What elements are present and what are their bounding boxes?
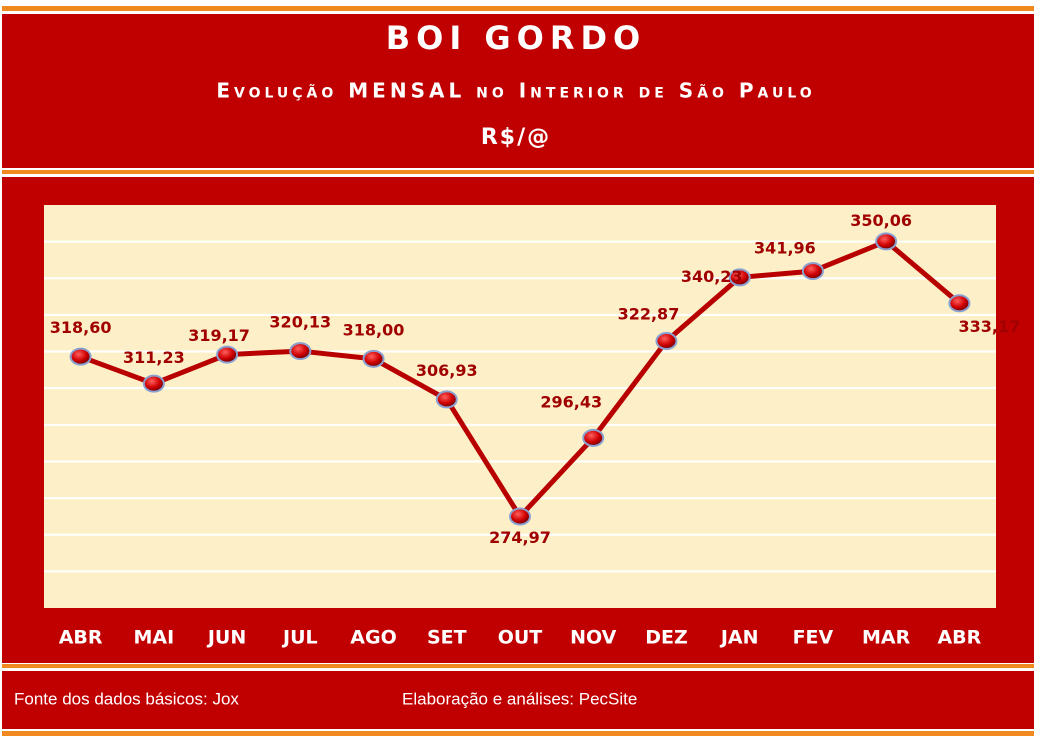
data-point xyxy=(142,374,165,393)
chart-title: BOI GORDO xyxy=(386,19,647,57)
data-point xyxy=(69,347,92,366)
header-band xyxy=(2,14,1034,168)
data-point xyxy=(655,332,678,351)
data-point xyxy=(728,268,751,287)
data-label: 296,43 xyxy=(540,392,602,411)
x-tick-label: MAI xyxy=(134,627,175,649)
x-tick-label: ABR xyxy=(59,627,103,649)
data-point xyxy=(435,390,458,409)
data-point xyxy=(582,428,605,447)
x-tick-label: NOV xyxy=(570,627,617,649)
x-tick-label: SET xyxy=(427,627,467,649)
x-tick-label: OUT xyxy=(498,627,543,649)
data-point xyxy=(801,262,824,281)
data-label: 350,06 xyxy=(850,211,912,230)
data-label: 306,93 xyxy=(416,361,478,380)
stripe xyxy=(2,664,1034,668)
data-label: 319,17 xyxy=(188,326,250,345)
plot-area xyxy=(44,205,996,608)
source-note: Fonte dos dados básicos: Jox xyxy=(14,689,239,708)
x-tick-label: MAR xyxy=(862,627,911,649)
data-label: 333,17 xyxy=(959,317,1021,336)
data-point xyxy=(509,507,531,526)
footer-band xyxy=(2,671,1034,729)
data-point xyxy=(875,232,898,251)
x-tick-label: JUN xyxy=(206,627,246,649)
data-label: 318,00 xyxy=(343,320,405,339)
data-point xyxy=(948,294,971,313)
stripe xyxy=(2,170,1034,174)
data-point xyxy=(362,349,385,368)
data-point xyxy=(289,342,312,361)
data-point xyxy=(216,345,239,364)
x-tick-label: DEZ xyxy=(645,627,688,649)
x-tick-label: JUL xyxy=(281,627,318,649)
chart-subtitle: Evolução MENSAL no Interior de São Paulo xyxy=(216,79,815,103)
data-label: 322,87 xyxy=(618,305,680,324)
stripe xyxy=(2,6,1034,11)
data-label: 320,13 xyxy=(269,313,331,332)
x-tick-label: ABR xyxy=(937,627,981,649)
x-tick-label: FEV xyxy=(793,627,834,649)
data-label: 274,97 xyxy=(489,528,551,547)
unit-label: R$/@ xyxy=(481,125,551,150)
data-label: 311,23 xyxy=(123,348,185,367)
data-label: 318,60 xyxy=(50,318,112,337)
stripe xyxy=(2,731,1034,736)
data-label: 340,23 xyxy=(681,267,743,286)
x-tick-label: AGO xyxy=(350,627,396,649)
credit-note: Elaboração e análises: PecSite xyxy=(402,689,637,708)
data-label: 341,96 xyxy=(754,239,816,258)
x-tick-label: JAN xyxy=(719,627,759,649)
